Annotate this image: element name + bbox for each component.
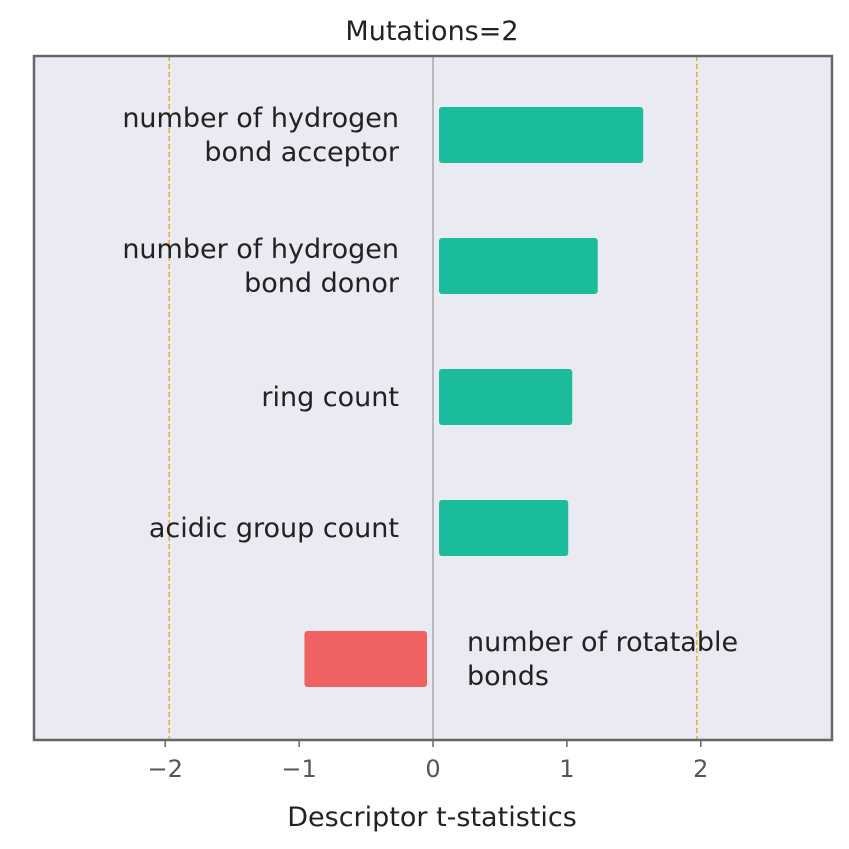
- bar: [439, 500, 569, 556]
- x-axis-label: Descriptor t-statistics: [287, 802, 577, 833]
- bar: [439, 107, 644, 163]
- bars: [304, 107, 644, 687]
- x-tick-label: 2: [693, 755, 708, 783]
- bar-labels: number of hydrogen bond acceptor number of…: [122, 103, 738, 692]
- x-tick-label: −2: [148, 755, 183, 783]
- x-tick-label: 1: [559, 755, 574, 783]
- bar-label: number of hydrogen bond acceptor: [122, 103, 400, 168]
- bar: [304, 631, 427, 687]
- bar-label: acidic group count: [149, 513, 399, 544]
- x-tick-label: 0: [425, 755, 440, 783]
- bar: [439, 369, 573, 425]
- x-tick-label: −1: [281, 755, 316, 783]
- x-axis-ticks: −2 −1 0 1 2: [148, 740, 708, 783]
- chart-title: Mutations=2: [345, 16, 518, 47]
- bar-label: number of rotatable bonds: [467, 627, 738, 692]
- threshold-lines: [168, 56, 698, 740]
- bar-label: number of hydrogen bond donor: [122, 234, 400, 299]
- bar: [439, 238, 598, 294]
- bar-label: ring count: [261, 382, 399, 413]
